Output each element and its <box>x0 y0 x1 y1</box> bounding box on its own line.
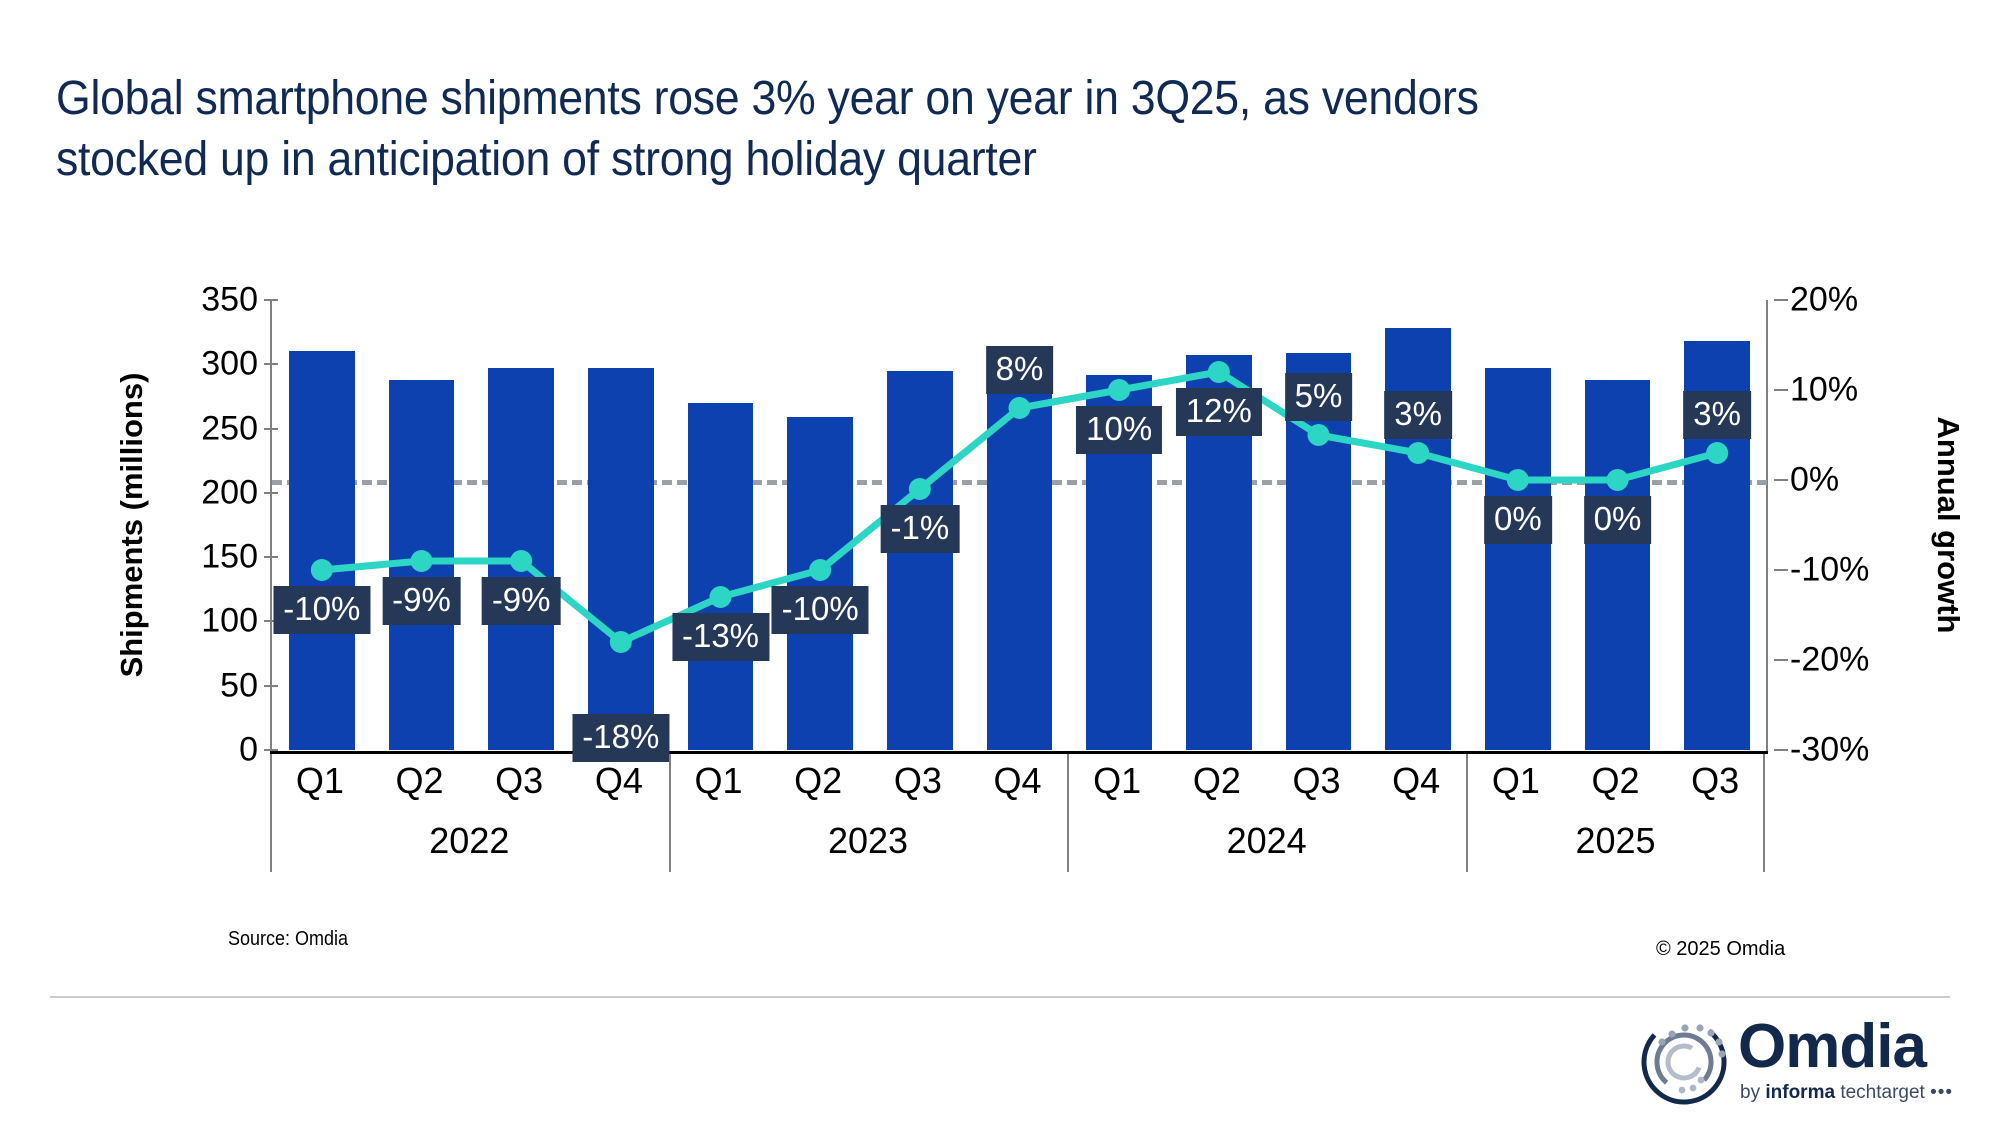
omdia-mark-icon <box>1638 1014 1730 1106</box>
x-axis-year-label: 2023 <box>827 820 909 861</box>
right-axis-tickmark <box>1774 569 1788 571</box>
bar <box>1484 368 1551 750</box>
left-axis-tick: 150 <box>201 537 258 576</box>
bar <box>886 370 953 750</box>
x-axis-quarter-label: Q2 <box>794 760 843 801</box>
bar <box>986 357 1053 750</box>
right-axis-tick: 10% <box>1790 370 1859 409</box>
right-axis-tick: -30% <box>1790 730 1870 769</box>
right-axis-tickmark <box>1774 749 1788 751</box>
data-label: -10% <box>771 586 869 634</box>
tagline-bold: informa <box>1765 1082 1836 1103</box>
left-axis-tick: 350 <box>201 280 258 319</box>
data-label: -9% <box>382 577 461 625</box>
x-axis-quarter-label: Q4 <box>1392 760 1441 801</box>
right-axis-tick: 0% <box>1790 460 1840 499</box>
data-label: 10% <box>1076 406 1163 454</box>
omdia-wordmark: Omdia <box>1738 1012 1927 1081</box>
left-axis-tick: 50 <box>220 666 258 705</box>
x-axis-group-separator <box>1466 754 1468 872</box>
left-axis-tick: 300 <box>201 344 258 383</box>
data-label: -18% <box>572 714 670 762</box>
right-axis-tickmark <box>1774 299 1788 301</box>
x-axis-quarter-label: Q1 <box>295 760 344 801</box>
data-label: 3% <box>1384 391 1453 439</box>
right-axis-tick: 20% <box>1790 280 1859 319</box>
data-label: 0% <box>1583 496 1652 544</box>
x-axis-labels: Q1 Q2 Q3 Q4 2022 Q1 Q2 Q3 Q4 2023 Q1 Q2 Q3 Q4 2024 Q1 Q2… <box>270 754 1768 872</box>
x-axis-quarter-label: Q1 <box>694 760 743 801</box>
x-axis-quarter-label: Q2 <box>395 760 444 801</box>
x-axis-group-separator <box>270 754 272 872</box>
left-axis-line <box>270 300 272 752</box>
x-axis-group-separator <box>1763 754 1765 872</box>
left-axis-tick: 250 <box>201 409 258 448</box>
tagline-dots: ••• <box>1930 1082 1954 1103</box>
left-axis-tick: 100 <box>201 601 258 640</box>
data-label: 0% <box>1483 496 1552 544</box>
footer-divider <box>50 996 1950 998</box>
plot-area: -10% -9% -9% -18% -13% -10% -1% 8% 10% 12% 5% 3% 0% 0… <box>272 300 1767 762</box>
x-axis-year-label: 2025 <box>1575 820 1656 861</box>
data-label: -13% <box>671 613 770 661</box>
right-axis-title: Annual growth <box>1928 300 1968 750</box>
x-axis-quarter-label: Q4 <box>993 760 1042 801</box>
data-label: 5% <box>1284 373 1353 421</box>
bar <box>288 351 355 750</box>
right-axis-tickmark <box>1774 479 1788 481</box>
x-axis-quarter-label: Q3 <box>495 760 544 801</box>
bar <box>587 368 654 750</box>
tagline-prefix: by <box>1740 1082 1766 1103</box>
page-title: Global smartphone shipments rose 3% year… <box>56 72 1479 187</box>
bar <box>787 417 854 750</box>
right-axis-tickmark <box>1774 659 1788 661</box>
x-axis-quarter-label: Q3 <box>1292 760 1341 801</box>
right-axis-title-text: Annual growth <box>1931 416 1966 634</box>
x-axis-quarter-label: Q1 <box>1491 760 1540 801</box>
bar <box>687 402 754 750</box>
data-label: -1% <box>880 505 960 553</box>
x-axis-quarter-label: Q2 <box>1591 760 1640 801</box>
left-axis-tick: 0 <box>239 730 258 769</box>
bar <box>488 368 555 750</box>
bar <box>1584 379 1651 750</box>
right-axis-tickmark <box>1774 389 1788 391</box>
x-axis-group-separator <box>1067 754 1070 872</box>
data-label: 12% <box>1175 388 1262 436</box>
source-note: Source: Omdia <box>228 928 349 950</box>
data-label: 3% <box>1683 391 1752 439</box>
x-axis-quarter-label: Q1 <box>1093 760 1142 801</box>
x-axis-line <box>270 751 1768 754</box>
x-axis-quarter-label: Q3 <box>1691 760 1740 801</box>
data-label: -9% <box>481 577 561 625</box>
x-axis-year-label: 2024 <box>1226 820 1307 861</box>
x-axis-year-label: 2022 <box>429 820 510 861</box>
x-axis-group-separator <box>668 754 671 872</box>
omdia-logo: Omdia by informa techtarget ••• <box>1638 1010 1968 1106</box>
right-axis-tick: -20% <box>1790 640 1870 679</box>
right-axis-ticks: 20% 10% 0% -10% -20% -30% <box>1774 281 1920 769</box>
data-label: 8% <box>985 346 1054 394</box>
x-axis-quarter-label: Q4 <box>594 760 643 801</box>
right-axis-line <box>1766 300 1768 752</box>
bar <box>388 379 455 750</box>
tagline-rest: techtarget <box>1835 1082 1925 1103</box>
left-axis-ticks: 350 300 250 200 150 100 50 0 <box>140 281 278 769</box>
x-axis-quarter-label: Q3 <box>893 760 942 801</box>
right-axis-tick: -10% <box>1790 550 1870 589</box>
x-axis-quarter-label: Q2 <box>1192 760 1241 801</box>
data-label: -10% <box>273 586 371 634</box>
copyright-note: © 2025 Omdia <box>1656 938 1786 960</box>
left-axis-tick: 200 <box>201 473 258 512</box>
omdia-tagline: by informa techtarget ••• <box>1740 1082 1953 1104</box>
